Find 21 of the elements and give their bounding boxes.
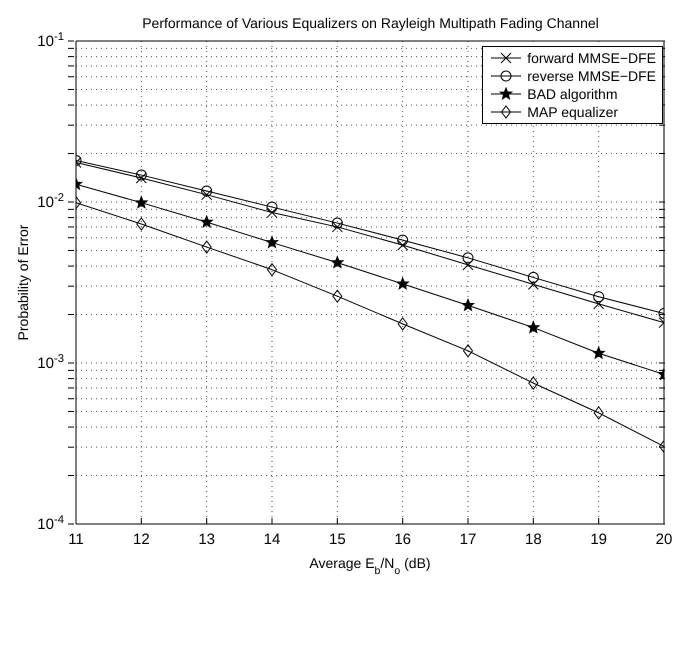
x-tick-label: 11 xyxy=(68,531,84,548)
y-tick-label: 10$^{-3}$ xyxy=(37,353,64,372)
x-tick-label: 13 xyxy=(198,531,216,548)
legend-label: BAD algorithm xyxy=(527,85,618,103)
x-tick-label: 16 xyxy=(394,531,412,548)
x-tick-label: 14 xyxy=(264,531,280,548)
x-axis-title: Average E$_{b}$/N$_{o}$ (dB) xyxy=(309,555,431,577)
legend-label: forward MMSE−DFE xyxy=(527,49,656,67)
x-tick-label: 15 xyxy=(328,531,346,548)
y-axis-title: Probability of Error xyxy=(15,224,31,340)
y-tick-label: 10$^{-2}$ xyxy=(37,192,64,211)
legend-label: MAP equalizer xyxy=(527,103,618,121)
x-tick-label: 12 xyxy=(132,531,150,548)
chart-title: Performance of Various Equalizers on Rayleigh Multipath Fading Channel xyxy=(142,15,599,31)
y-tick-label: 10$^{-1}$ xyxy=(37,31,64,50)
legend-label: reverse MMSE−DFE xyxy=(527,67,656,85)
x-tick-label: 19 xyxy=(590,531,608,548)
y-tick-label: 10$^{-4}$ xyxy=(37,514,64,533)
x-tick-label: 20 xyxy=(656,531,672,548)
x-tick-label: 18 xyxy=(524,531,542,548)
x-tick-label: 17 xyxy=(460,531,476,548)
